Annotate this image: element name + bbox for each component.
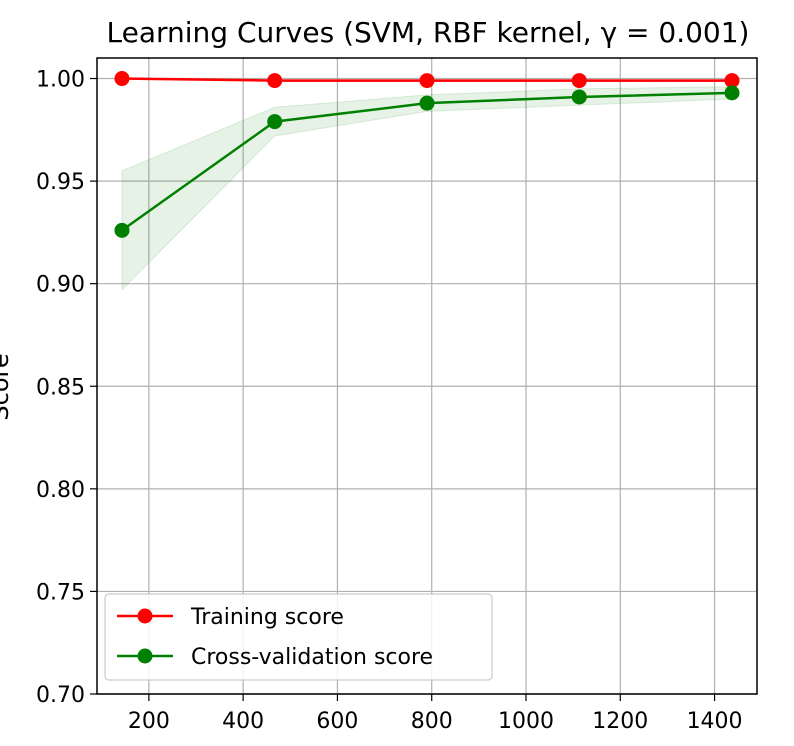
legend-label: Cross-validation score	[191, 645, 433, 670]
x-tick-label: 800	[411, 709, 453, 734]
cross-validation-point	[724, 85, 740, 101]
legend-box	[104, 593, 493, 681]
y-tick-label: 0.95	[36, 170, 85, 195]
legend-label: Training score	[190, 605, 344, 630]
plot-frame	[96, 57, 758, 695]
y-axis-label: Score	[0, 353, 14, 420]
legend-swatch-marker	[137, 648, 153, 664]
cross-validation-point	[419, 95, 435, 111]
x-tick-label: 1000	[498, 709, 554, 734]
cross-validation-point	[267, 114, 283, 130]
y-tick-label: 0.75	[36, 580, 85, 605]
y-tick-label: 0.85	[36, 375, 85, 400]
chart-title: Learning Curves (SVM, RBF kernel, γ = 0.…	[107, 16, 750, 49]
x-tick-label: 1400	[687, 709, 743, 734]
cross-validation-point	[114, 222, 130, 238]
x-tick-label: 1200	[592, 709, 648, 734]
cross-validation-point	[571, 89, 587, 105]
axis-ticks: 200 400 600 800 1000 1200 1400 0.70 0.75 0.80 0.85…	[36, 68, 743, 734]
y-tick-label: 0.90	[36, 273, 85, 298]
y-tick-label: 0.70	[36, 683, 85, 708]
legend: Training score Cross-validation score	[104, 593, 493, 681]
training-point	[419, 73, 435, 89]
series-markers	[114, 71, 740, 238]
training-point	[114, 71, 130, 87]
training-point	[571, 73, 587, 89]
x-tick-label: 200	[128, 709, 170, 734]
y-tick-label: 0.80	[36, 478, 85, 503]
training-point	[724, 73, 740, 89]
legend-swatch-marker	[137, 608, 153, 624]
y-tick-label: 1.00	[36, 68, 85, 93]
training-point	[267, 73, 283, 89]
x-tick-label: 600	[316, 709, 358, 734]
x-tick-label: 400	[222, 709, 264, 734]
